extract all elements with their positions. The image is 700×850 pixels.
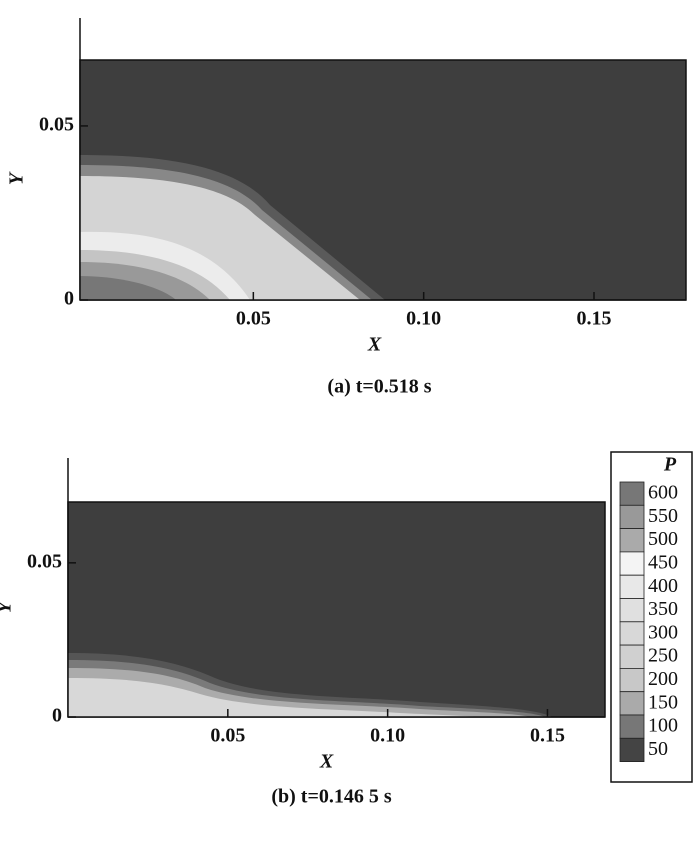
x-axis-label: X bbox=[319, 751, 334, 773]
x-tick-label: 0.10 bbox=[406, 308, 441, 330]
y-tick-label: 0.05 bbox=[27, 550, 62, 572]
y-axis-label: Y bbox=[0, 600, 16, 614]
y-axis-label: Y bbox=[6, 171, 28, 185]
x-tick-label: 0.05 bbox=[236, 308, 271, 330]
colorbar-swatch bbox=[619, 574, 645, 599]
colorbar-label: 100 bbox=[648, 715, 678, 737]
colorbar-swatch bbox=[619, 668, 645, 693]
colorbar-label: 400 bbox=[648, 575, 678, 597]
contour-field-a bbox=[79, 59, 687, 301]
x-axis-label: X bbox=[367, 334, 382, 356]
y-tick-label: 0 bbox=[52, 705, 62, 727]
colorbar-swatch bbox=[619, 691, 645, 716]
colorbar-label: 300 bbox=[648, 621, 678, 643]
colorbar-swatch bbox=[619, 504, 645, 529]
colorbar-swatch bbox=[619, 714, 645, 739]
colorbar-swatch bbox=[619, 551, 645, 576]
colorbar-swatch bbox=[619, 598, 645, 623]
panel-caption: (a) t=0.518 s bbox=[327, 376, 431, 398]
colorbar-swatch bbox=[619, 481, 645, 506]
colorbar-swatch bbox=[619, 737, 645, 762]
colorbar-swatch bbox=[619, 621, 645, 646]
colorbar-label: 200 bbox=[648, 668, 678, 690]
colorbar-swatch bbox=[619, 644, 645, 669]
panel-caption: (b) t=0.146 5 s bbox=[271, 786, 392, 808]
contour-field-b bbox=[67, 501, 606, 718]
colorbar-title: P bbox=[663, 454, 677, 476]
colorbar-label: 50 bbox=[648, 738, 668, 760]
colorbar-label: 500 bbox=[648, 528, 678, 550]
colorbar-label: 250 bbox=[648, 645, 678, 667]
x-tick-label: 0.10 bbox=[370, 725, 405, 747]
x-tick-label: 0.15 bbox=[530, 725, 565, 747]
colorbar-label: 450 bbox=[648, 551, 678, 573]
y-tick-label: 0.05 bbox=[39, 114, 74, 136]
colorbar-swatch bbox=[619, 528, 645, 553]
colorbar-label: 550 bbox=[648, 505, 678, 527]
x-tick-label: 0.15 bbox=[577, 308, 612, 330]
colorbar-label: 150 bbox=[648, 691, 678, 713]
y-tick-label: 0 bbox=[64, 288, 74, 310]
x-tick-label: 0.05 bbox=[210, 725, 245, 747]
colorbar-label: 600 bbox=[648, 482, 678, 504]
colorbar-label: 350 bbox=[648, 598, 678, 620]
